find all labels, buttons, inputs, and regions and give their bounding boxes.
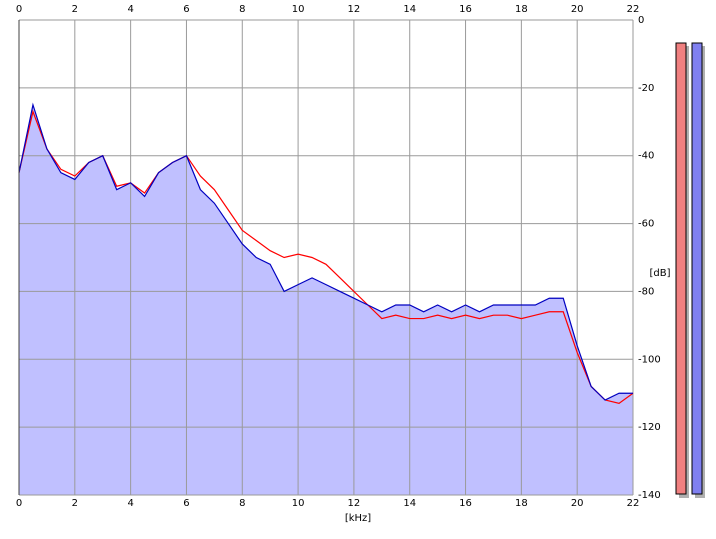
y-tick-label: -60 — [638, 219, 654, 230]
x-tick-label: 6 — [183, 4, 189, 15]
x-axis-label: [kHz] — [345, 513, 371, 524]
y-tick-label: -40 — [638, 151, 654, 162]
x-tick-label: 10 — [292, 4, 305, 15]
series-line — [18, 102, 633, 401]
level-meter-left — [675, 42, 687, 495]
y-tick-label: -80 — [638, 286, 654, 297]
x-tick-label: 14 — [403, 498, 416, 509]
level-meter-right — [691, 42, 703, 495]
area — [19, 104, 633, 496]
y-tick-label: -140 — [638, 490, 661, 501]
x-tick-label: 6 — [183, 498, 189, 509]
x-tick-label: 2 — [72, 498, 78, 509]
y-axis-label: [dB] — [649, 268, 670, 279]
x-tick-label: 16 — [459, 498, 472, 509]
x-tick-label: 10 — [292, 498, 305, 509]
y-tick-label: -100 — [638, 354, 661, 365]
y-tick-label: 0 — [638, 15, 644, 26]
x-tick-label: 0 — [16, 4, 22, 15]
x-tick-label: 18 — [515, 4, 528, 15]
x-tick-label: 12 — [348, 4, 361, 15]
x-tick-label: 22 — [627, 498, 640, 509]
x-tick-label: 4 — [127, 4, 133, 15]
x-tick-label: 0 — [16, 498, 22, 509]
x-tick-label: 14 — [403, 4, 416, 15]
y-tick-label: -20 — [638, 83, 654, 94]
x-tick-label: 4 — [127, 498, 133, 509]
x-tick-label: 2 — [72, 4, 78, 15]
x-tick-label: 16 — [459, 4, 472, 15]
x-tick-label: 20 — [571, 498, 584, 509]
x-tick-label: 22 — [627, 4, 640, 15]
x-tick-label: 20 — [571, 4, 584, 15]
x-tick-label: 18 — [515, 498, 528, 509]
series-line — [18, 109, 634, 405]
x-tick-label: 12 — [348, 498, 361, 509]
x-tick-label: 8 — [239, 498, 245, 509]
x-tick-label: 8 — [239, 4, 245, 15]
y-tick-label: -120 — [638, 422, 661, 433]
